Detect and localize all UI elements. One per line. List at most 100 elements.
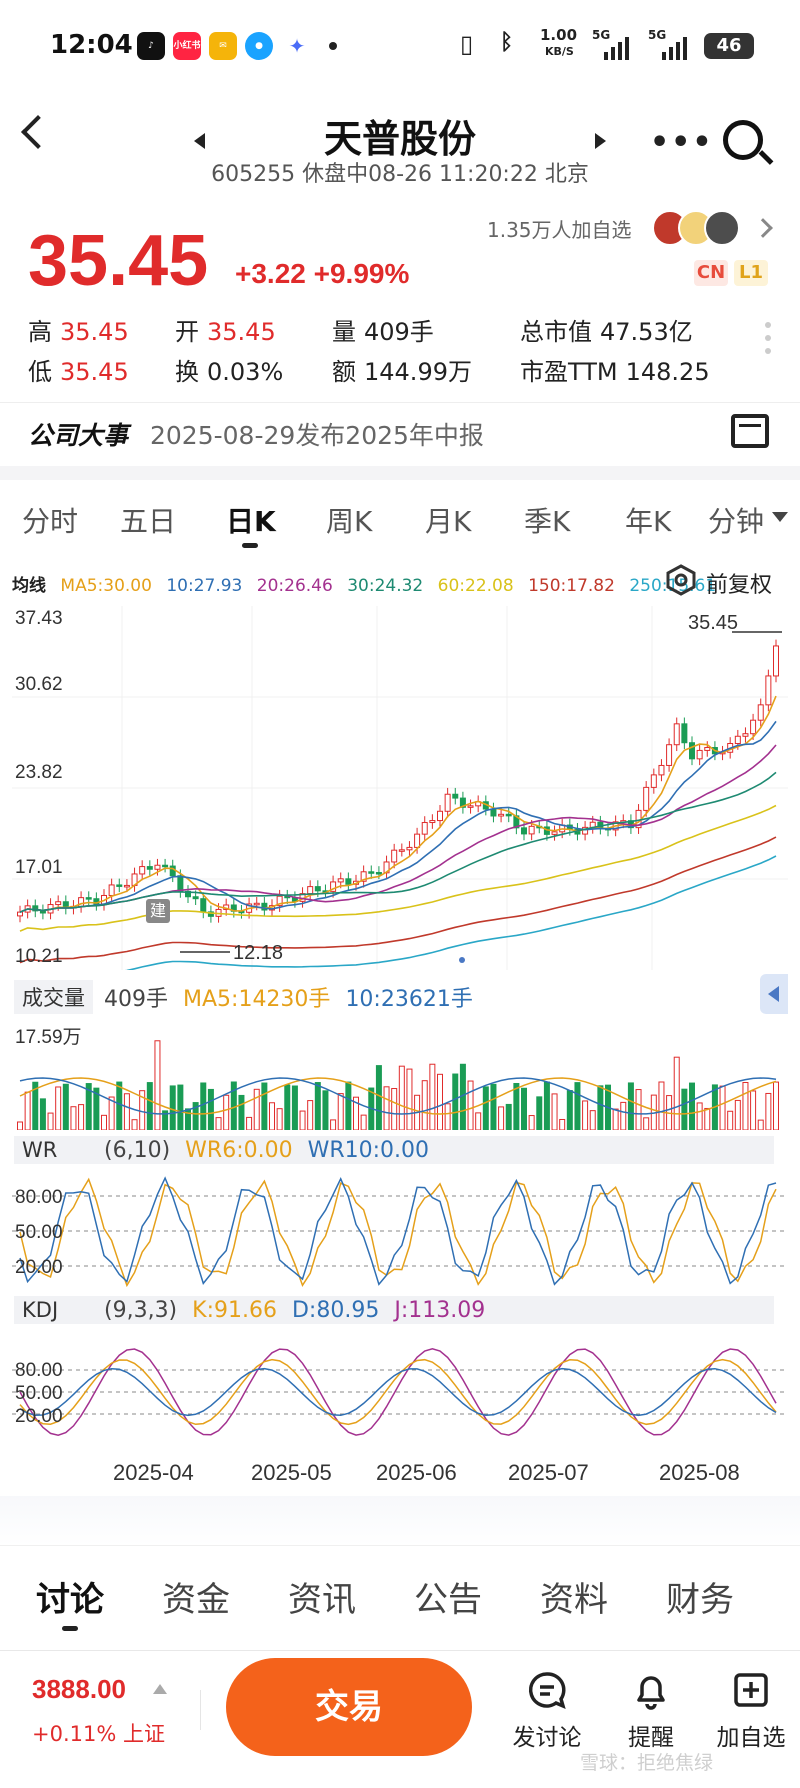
tab-monthly-k[interactable]: 月K bbox=[425, 505, 472, 538]
volume-ma-line bbox=[19, 1077, 777, 1115]
tab-intraday[interactable]: 分时 bbox=[22, 505, 79, 538]
x-tick-label: 2025-04 bbox=[113, 1460, 194, 1485]
tiktok-icon: ♪ bbox=[137, 32, 165, 60]
volume-bar bbox=[719, 1085, 726, 1130]
volume-bar bbox=[314, 1082, 321, 1130]
tab-quarterly-k[interactable]: 季K bbox=[524, 505, 571, 538]
tab-indicator bbox=[242, 543, 258, 548]
footer-divider bbox=[200, 1690, 201, 1730]
mail-icon: ✉ bbox=[209, 32, 237, 60]
signal-2-icon bbox=[660, 36, 692, 64]
tab-announcements[interactable]: 公告 bbox=[414, 1580, 482, 1620]
stat-pe-ttm: 市盈TTM 148.25 bbox=[520, 358, 710, 386]
kdj-chart[interactable] bbox=[12, 1334, 788, 1446]
kdj-line bbox=[19, 1348, 777, 1436]
trade-button[interactable]: 交易 bbox=[226, 1658, 472, 1756]
candle bbox=[643, 786, 650, 811]
tab-weekly-k[interactable]: 周K bbox=[326, 505, 373, 538]
tab-five-day[interactable]: 五日 bbox=[120, 505, 177, 538]
index-value[interactable]: 3888.00 bbox=[32, 1674, 126, 1704]
adjust-icon[interactable] bbox=[665, 564, 697, 600]
candle bbox=[360, 871, 367, 882]
volume-ma5: MA5:14230手 bbox=[183, 987, 331, 1012]
candle bbox=[368, 871, 375, 874]
volume-bar bbox=[773, 1081, 779, 1130]
kdj-d: D:80.95 bbox=[291, 1298, 380, 1323]
more-icon[interactable]: ••• bbox=[650, 125, 714, 160]
tab-discussion[interactable]: 讨论 bbox=[36, 1580, 104, 1620]
candle bbox=[375, 872, 382, 875]
volume-bar bbox=[207, 1088, 214, 1130]
candlestick-chart[interactable] bbox=[12, 606, 788, 970]
wr-label: WR bbox=[22, 1138, 58, 1162]
net-speed: 1.00 bbox=[540, 26, 578, 44]
candle bbox=[765, 675, 772, 706]
volume-bar bbox=[643, 1117, 650, 1130]
add-watchlist-button[interactable]: 加自选 bbox=[706, 1670, 796, 1752]
volume-bar bbox=[673, 1056, 680, 1130]
volume-bar bbox=[620, 1101, 627, 1130]
tab-profile[interactable]: 资料 bbox=[540, 1580, 608, 1620]
chat-icon bbox=[528, 1672, 566, 1710]
volume-bar bbox=[177, 1084, 184, 1130]
candle bbox=[452, 793, 459, 799]
adjust-mode[interactable]: 前复权 bbox=[706, 573, 773, 598]
kdj-level-label: 50.00 bbox=[15, 1383, 63, 1404]
search-icon[interactable] bbox=[723, 120, 763, 160]
volume-bar bbox=[459, 1063, 466, 1130]
company-event-bar[interactable] bbox=[0, 402, 800, 462]
x-tick-label: 2025-08 bbox=[659, 1460, 740, 1485]
tab-news[interactable]: 资讯 bbox=[288, 1580, 356, 1620]
cn-badge[interactable]: CN bbox=[694, 260, 728, 286]
ma-legend-label: 均线 bbox=[12, 576, 46, 596]
kdj-level-label: 80.00 bbox=[15, 1360, 63, 1381]
volume-bar bbox=[322, 1090, 329, 1130]
volume-bar bbox=[375, 1065, 382, 1130]
candle bbox=[696, 749, 703, 760]
ma-item: 60:22.08 bbox=[437, 576, 514, 596]
tab-daily-k[interactable]: 日K bbox=[226, 505, 276, 538]
tab-minute[interactable]: 分钟 bbox=[708, 505, 765, 538]
volume-bar bbox=[253, 1088, 260, 1130]
ma-item: 30:24.32 bbox=[347, 576, 424, 596]
candle bbox=[192, 896, 199, 900]
calendar-icon[interactable] bbox=[731, 414, 769, 448]
candle bbox=[55, 901, 62, 906]
volume-bar bbox=[246, 1116, 253, 1130]
post-discussion-button[interactable]: 发讨论 bbox=[502, 1670, 592, 1752]
next-stock-icon[interactable] bbox=[595, 133, 606, 149]
chevron-right-icon[interactable] bbox=[753, 218, 773, 238]
candle bbox=[773, 645, 779, 677]
l1-badge[interactable]: L1 bbox=[734, 260, 768, 286]
watchers-count[interactable]: 1.35万人加自选 bbox=[487, 218, 632, 242]
ma-item: MA5:30.00 bbox=[60, 576, 152, 596]
volume-chart[interactable] bbox=[12, 1016, 788, 1130]
bird-icon: ✦ bbox=[283, 32, 311, 60]
stat-high: 高 35.45 bbox=[28, 318, 129, 346]
back-icon[interactable] bbox=[21, 115, 55, 149]
tab-financials[interactable]: 财务 bbox=[666, 1580, 734, 1620]
volume-bar bbox=[635, 1089, 642, 1130]
chevron-down-icon[interactable] bbox=[772, 512, 788, 522]
candle bbox=[742, 733, 749, 737]
expand-stats-icon[interactable] bbox=[765, 322, 771, 361]
alert-button[interactable]: 提醒 bbox=[606, 1670, 696, 1752]
tab-funds[interactable]: 资金 bbox=[162, 1580, 230, 1620]
prev-stock-icon[interactable] bbox=[194, 133, 205, 149]
candle bbox=[162, 864, 169, 868]
index-change[interactable]: +0.11% 上证 bbox=[32, 1722, 165, 1746]
volume-bar bbox=[47, 1112, 54, 1130]
watermark: 雪球：拒绝焦绿 bbox=[580, 1752, 714, 1774]
tab-yearly-k[interactable]: 年K bbox=[625, 505, 672, 538]
candle bbox=[704, 747, 711, 751]
collapse-panel-button[interactable] bbox=[760, 974, 788, 1014]
wr10-value: WR10:0.00 bbox=[307, 1138, 430, 1163]
wr-chart[interactable] bbox=[12, 1174, 788, 1292]
volume-bar bbox=[123, 1093, 130, 1130]
chevron-left-icon bbox=[768, 986, 779, 1002]
position-marker[interactable]: 建 bbox=[146, 899, 170, 923]
candle bbox=[330, 881, 337, 892]
wr-line bbox=[19, 1177, 777, 1288]
volume-bar bbox=[337, 1093, 344, 1130]
candle bbox=[154, 864, 161, 870]
